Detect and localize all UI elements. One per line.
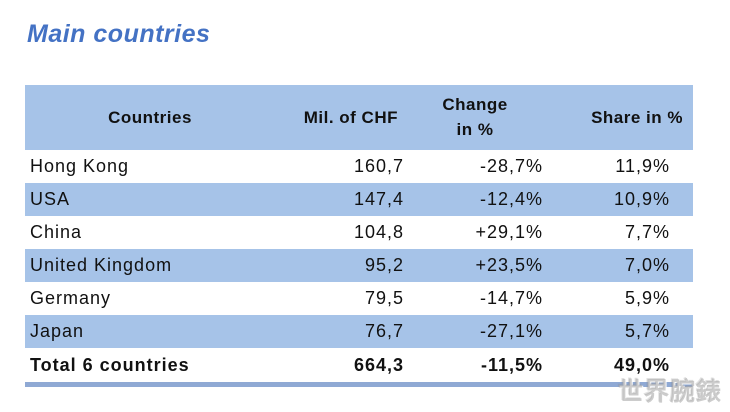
cell-country: China — [30, 222, 83, 242]
cell-country: Hong Kong — [30, 156, 130, 176]
cell-total-share: 49,0% — [613, 354, 670, 375]
column-header-change: Change in % — [405, 93, 545, 142]
cell-change: -27,1% — [479, 321, 543, 341]
cell-mil-chf: 160,7 — [353, 156, 404, 176]
cell-mil-chf: 95,2 — [364, 255, 404, 275]
column-header-change-line1: Change — [442, 94, 508, 114]
cell-change: -14,7% — [479, 288, 543, 308]
cell-share: 5,9% — [624, 288, 670, 308]
cell-country: Japan — [30, 321, 85, 341]
cell-country: USA — [30, 189, 71, 209]
cell-change: -12,4% — [479, 189, 543, 209]
cell-mil-chf: 104,8 — [353, 222, 404, 242]
countries-table: Countries Mil. of CHF Change in % Share … — [25, 85, 693, 387]
table-row: United Kingdom 95,2 +23,5% 7,0% — [25, 249, 693, 282]
cell-mil-chf: 147,4 — [353, 189, 404, 209]
page-title: Main countries — [27, 20, 211, 48]
cell-mil-chf: 79,5 — [364, 288, 404, 308]
table-row: Japan 76,7 -27,1% 5,7% — [25, 315, 693, 348]
cell-share: 5,7% — [624, 321, 670, 341]
column-header-change-line2: in % — [456, 119, 494, 139]
watermark-text: 世界腕錶 — [618, 378, 723, 406]
column-header-share: Share in % — [591, 107, 683, 127]
cell-share: 7,7% — [624, 222, 670, 242]
cell-share: 7,0% — [624, 255, 670, 275]
column-header-countries: Countries — [108, 107, 192, 127]
table-row: USA 147,4 -12,4% 10,9% — [25, 183, 693, 216]
cell-change: +29,1% — [475, 222, 543, 242]
column-header-mil-chf: Mil. of CHF — [303, 107, 398, 127]
cell-share: 11,9% — [615, 156, 670, 176]
table-row: Hong Kong 160,7 -28,7% 11,9% — [25, 150, 693, 183]
table-row: Germany 79,5 -14,7% 5,9% — [25, 282, 693, 315]
cell-total-label: Total 6 countries — [30, 354, 190, 375]
cell-total-mil-chf: 664,3 — [353, 354, 404, 375]
table-row: China 104,8 +29,1% 7,7% — [25, 216, 693, 249]
table-total-row: Total 6 countries 664,3 -11,5% 49,0% — [25, 348, 693, 382]
cell-total-change: -11,5% — [480, 354, 543, 375]
cell-country: Germany — [30, 288, 112, 308]
cell-mil-chf: 76,7 — [364, 321, 404, 341]
table-header-row: Countries Mil. of CHF Change in % Share … — [25, 85, 693, 150]
cell-change: -28,7% — [479, 156, 543, 176]
cell-country: United Kingdom — [30, 255, 173, 275]
cell-change: +23,5% — [475, 255, 543, 275]
cell-share: 10,9% — [613, 189, 670, 209]
